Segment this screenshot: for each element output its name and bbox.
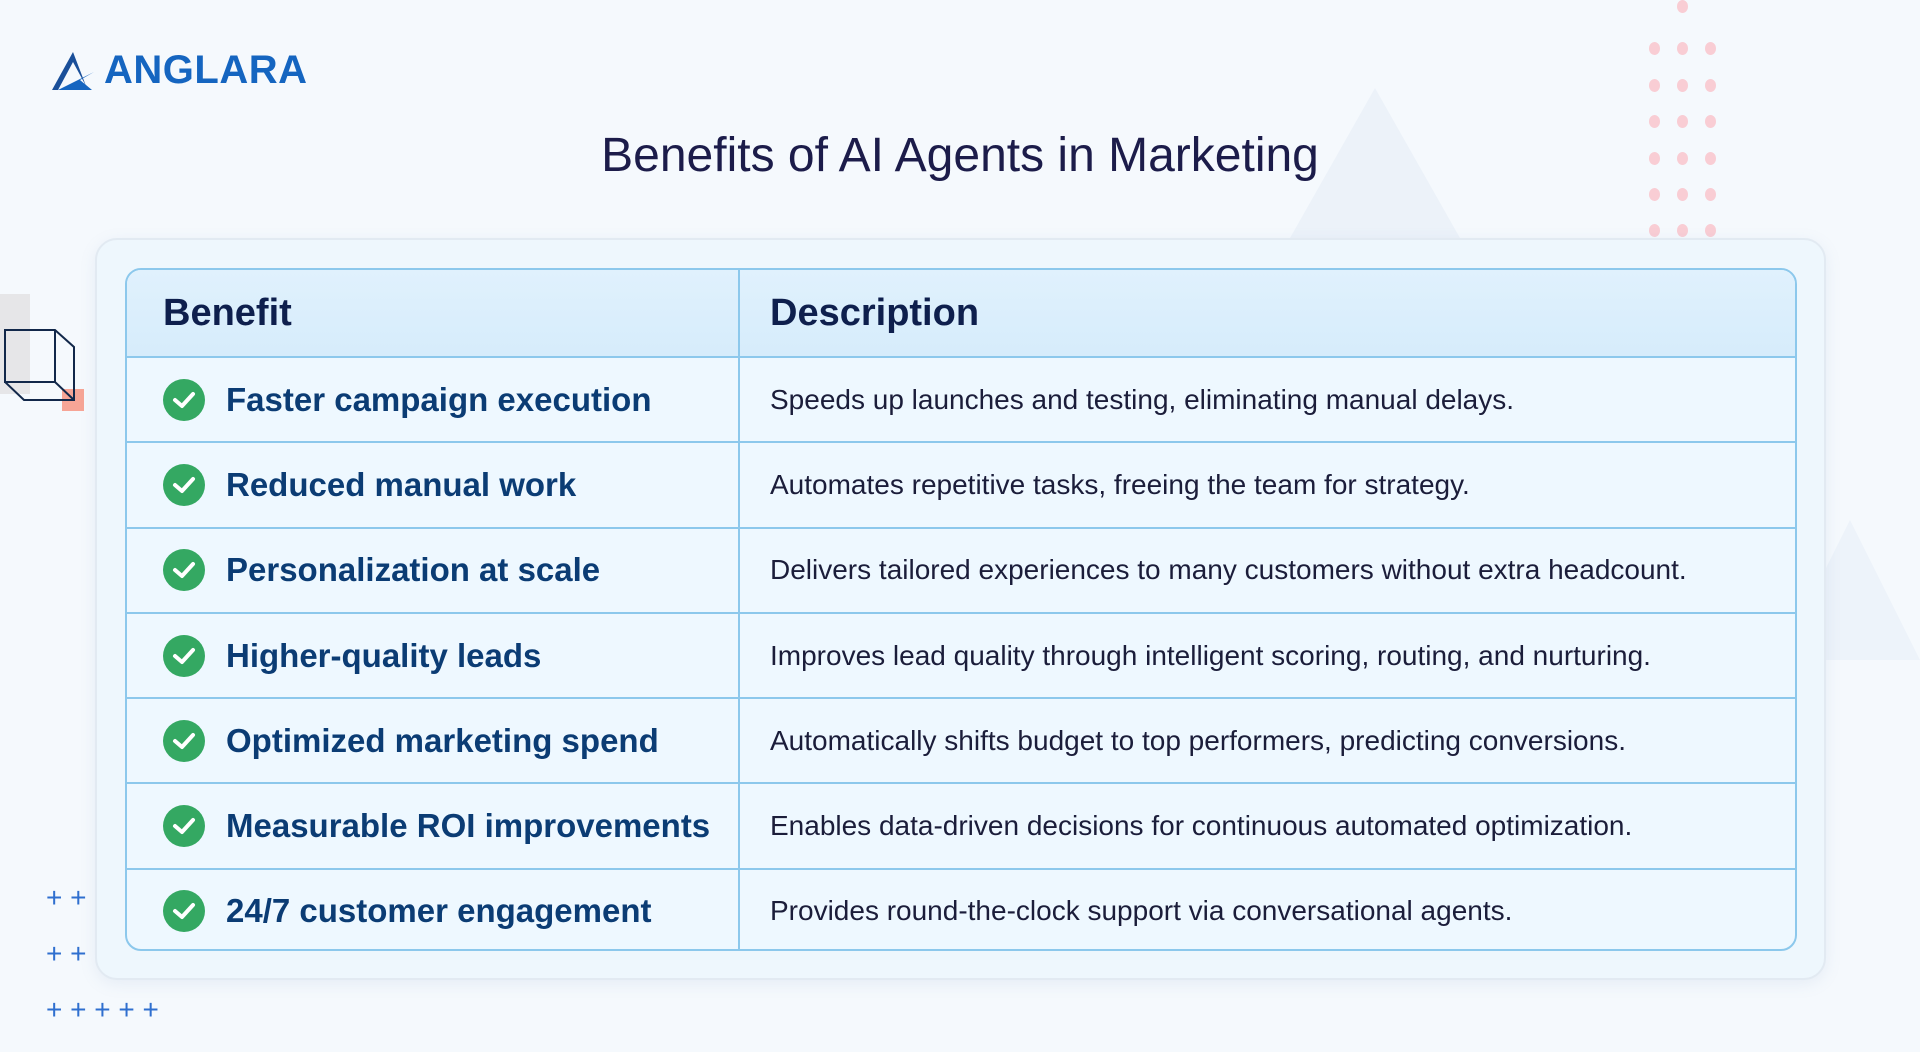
description-cell: Delivers tailored experiences to many cu… <box>740 529 1795 612</box>
benefit-cell: 24/7 customer engagement <box>127 869 740 949</box>
check-circle-icon <box>163 378 205 421</box>
description-cell: Provides round-the-clock support via con… <box>740 870 1795 949</box>
dot <box>1705 42 1716 55</box>
table-row: 24/7 customer engagement Provides round-… <box>127 867 1795 949</box>
dot <box>1677 0 1688 13</box>
table-row: Personalization at scale Delivers tailor… <box>127 526 1795 612</box>
brand-logo: ANGLARA <box>50 48 307 93</box>
header-benefit: Benefit <box>127 270 740 356</box>
description-text: Improves lead quality through intelligen… <box>770 639 1651 671</box>
benefit-cell: Faster campaign execution <box>127 358 740 442</box>
table-row: Faster campaign execution Speeds up laun… <box>127 356 1795 442</box>
description-cell: Automatically shifts budget to top perfo… <box>740 699 1795 782</box>
dot <box>1649 188 1660 201</box>
benefit-cell: Optimized marketing spend <box>127 699 740 783</box>
check-circle-icon <box>163 890 205 933</box>
benefit-cell: Higher-quality leads <box>127 613 740 698</box>
check-circle-icon <box>163 549 205 592</box>
benefit-label: Faster campaign execution <box>226 380 652 418</box>
anglara-logo-icon <box>52 51 94 90</box>
background-triangle <box>1290 88 1460 238</box>
benefit-cell: Personalization at scale <box>127 528 740 612</box>
description-text: Provides round-the-clock support via con… <box>770 895 1513 927</box>
dot <box>1705 115 1716 128</box>
dot <box>1677 115 1688 128</box>
description-cell: Improves lead quality through intelligen… <box>740 614 1795 697</box>
benefit-label: Optimized marketing spend <box>226 721 659 759</box>
dot <box>1677 42 1688 55</box>
dot <box>1705 224 1716 237</box>
dot <box>1705 152 1716 165</box>
table-row: Higher-quality leads Improves lead quali… <box>127 611 1795 698</box>
table-header: Benefit Description <box>127 270 1795 356</box>
benefit-label: 24/7 customer engagement <box>226 892 652 930</box>
brand-name: ANGLARA <box>104 48 308 92</box>
benefit-label: Measurable ROI improvements <box>226 807 711 845</box>
header-description: Description <box>770 291 980 334</box>
benefit-cell: Measurable ROI improvements <box>127 784 740 868</box>
plus-decoration: + + <box>46 882 87 913</box>
check-circle-icon <box>163 805 205 848</box>
description-text: Delivers tailored experiences to many cu… <box>770 554 1687 586</box>
benefit-label: Reduced manual work <box>226 465 577 503</box>
dot <box>1649 152 1660 165</box>
dot <box>1677 224 1688 237</box>
check-circle-icon <box>163 463 205 506</box>
dot <box>1677 188 1688 201</box>
plus-decoration: + + <box>46 938 87 969</box>
benefit-label: Higher-quality leads <box>226 636 542 674</box>
table-row: Optimized marketing spend Automatically … <box>127 697 1795 783</box>
dot <box>1705 188 1716 201</box>
dot <box>1649 79 1660 92</box>
description-text: Enables data-driven decisions for contin… <box>770 810 1633 842</box>
plus-decoration: + + + + + <box>46 994 159 1025</box>
check-circle-icon <box>163 634 205 677</box>
dot <box>1649 42 1660 55</box>
check-circle-icon <box>163 719 205 762</box>
page-title: Benefits of AI Agents in Marketing <box>601 129 1319 182</box>
description-cell: Speeds up launches and testing, eliminat… <box>740 358 1795 441</box>
benefit-cell: Reduced manual work <box>127 443 740 527</box>
benefit-label: Personalization at scale <box>226 551 601 589</box>
dot <box>1677 152 1688 165</box>
description-text: Automates repetitive tasks, freeing the … <box>770 468 1470 500</box>
benefits-table: Benefit Description Faster campaign exec… <box>125 268 1797 951</box>
dot <box>1649 115 1660 128</box>
dot <box>1649 224 1660 237</box>
description-text: Speeds up launches and testing, eliminat… <box>770 383 1515 415</box>
cube-decoration-icon <box>0 294 84 411</box>
dot <box>1677 79 1688 92</box>
table-row: Measurable ROI improvements Enables data… <box>127 782 1795 868</box>
dot <box>1705 79 1716 92</box>
description-cell: Enables data-driven decisions for contin… <box>740 784 1795 867</box>
table-row: Reduced manual work Automates repetitive… <box>127 441 1795 527</box>
description-cell: Automates repetitive tasks, freeing the … <box>740 443 1795 526</box>
description-text: Automatically shifts budget to top perfo… <box>770 724 1626 756</box>
